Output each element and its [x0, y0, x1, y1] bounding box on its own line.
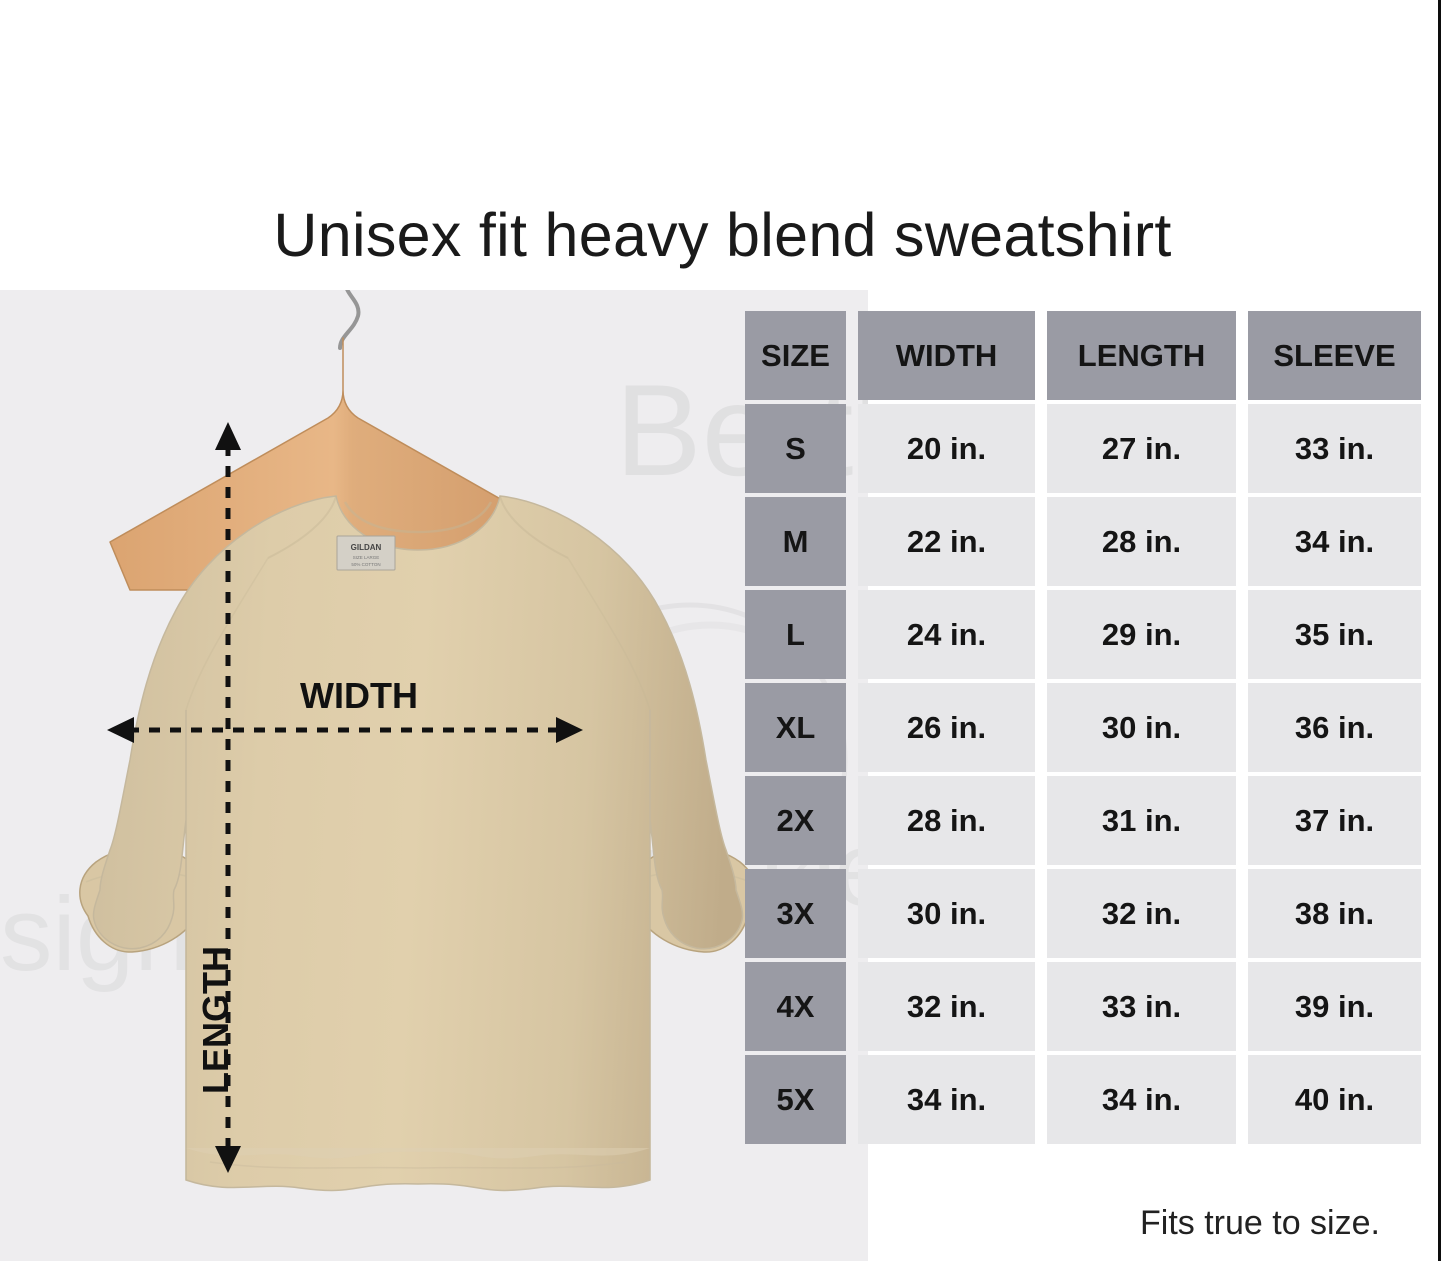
svg-text:LENGTH: LENGTH: [195, 946, 236, 1094]
svg-text:WIDTH: WIDTH: [300, 675, 418, 716]
